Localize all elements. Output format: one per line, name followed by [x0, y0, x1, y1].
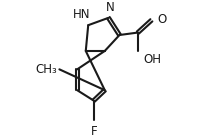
Text: O: O: [157, 13, 166, 26]
Text: HN: HN: [73, 8, 90, 21]
Text: CH₃: CH₃: [35, 63, 57, 76]
Text: F: F: [91, 125, 97, 138]
Text: OH: OH: [143, 53, 161, 66]
Text: N: N: [106, 1, 115, 13]
